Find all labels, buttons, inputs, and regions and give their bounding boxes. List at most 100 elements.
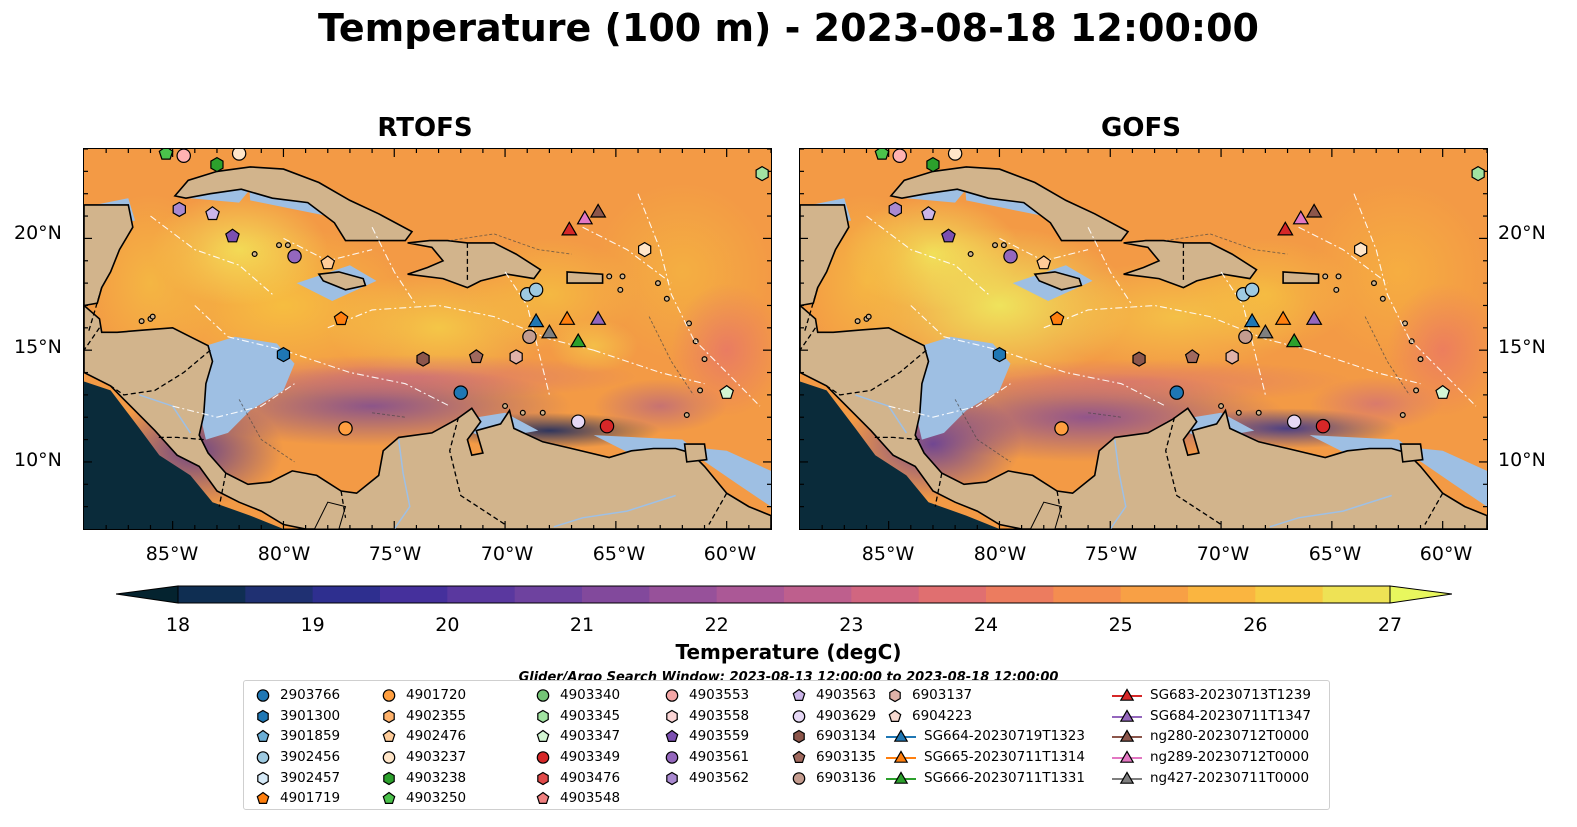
legend-entry-label: 4903476: [560, 769, 621, 786]
observation-marker: [256, 792, 270, 805]
legend-entry: 4902476: [380, 726, 466, 747]
legend-entry: ng427-20230711T0000: [1112, 767, 1311, 788]
island: [1235, 409, 1242, 416]
triangle-marker-icon: [1112, 729, 1142, 743]
circle-marker-icon: [382, 689, 396, 703]
circle-marker-icon: [256, 689, 270, 703]
isobath: [1088, 412, 1122, 418]
island: [1402, 320, 1409, 327]
triangle-marker-icon: [886, 770, 916, 784]
land-trinidad: [683, 443, 708, 463]
legend-entry: 3902457: [254, 767, 340, 788]
observation-marker: [528, 282, 544, 298]
legend-entry-label: ng289-20230712T0000: [1150, 749, 1310, 766]
isobath: [372, 412, 406, 418]
colorbar-segment: [851, 586, 920, 603]
country-border: [1165, 417, 1222, 526]
observation-marker: [893, 729, 909, 743]
observation-marker: [792, 750, 806, 764]
legend-entry: 6903135: [790, 747, 876, 768]
island: [686, 320, 693, 327]
shelf-area: [915, 336, 1011, 440]
eez-boundary: [371, 226, 417, 306]
legend-entry-label: 4903548: [560, 790, 621, 807]
legend-entry: 4903558: [663, 706, 749, 727]
observation-marker: [792, 710, 806, 723]
observation-marker: [176, 149, 191, 163]
isobath: [1364, 316, 1410, 396]
legend-entry-label: SG664-20230719T1323: [924, 728, 1085, 745]
lon-label-80: 80°W: [257, 543, 311, 565]
island: [1413, 387, 1420, 394]
colorbar-tick-label: 27: [1377, 614, 1403, 636]
lat-label-10: 10°N: [14, 449, 62, 471]
river: [553, 494, 676, 528]
hexagon-marker-icon: [666, 709, 678, 724]
island: [1255, 409, 1262, 416]
legend-entry-label: ng280-20230712T0000: [1150, 728, 1310, 745]
observation-marker: [570, 414, 586, 429]
colorbar-segment: [649, 586, 718, 603]
observation-marker: [382, 730, 396, 743]
pacific-deep: [84, 381, 284, 529]
observation-marker: [665, 730, 679, 743]
observation-marker: [231, 149, 247, 161]
observation-marker: [1238, 329, 1253, 345]
hexagon-marker-icon: [257, 709, 269, 724]
isobath: [238, 399, 295, 463]
legend-entry-label: 2903766: [280, 687, 341, 704]
legend-column: 2903766 3901300 3901859 3902456 3902457 49017…: [254, 685, 340, 809]
shelf-area: [682, 446, 771, 507]
eez-boundary: [582, 226, 672, 284]
island: [1218, 403, 1225, 410]
observation-marker: [383, 771, 395, 785]
lon-label-gofs-85: 85°W: [861, 543, 915, 565]
country-border: [1056, 490, 1063, 518]
river: [393, 439, 411, 529]
colorbar-segment: [178, 586, 246, 603]
pentagon-marker-icon: [888, 709, 902, 722]
observation-marker: [509, 349, 523, 365]
observation-marker: [1119, 688, 1135, 702]
observation-marker: [256, 751, 270, 764]
river: [855, 394, 908, 434]
isobath: [954, 399, 1011, 463]
triangle-marker-icon: [1112, 770, 1142, 784]
observation-marker: [1305, 203, 1323, 218]
triangle-marker-icon: [886, 750, 916, 763]
legend-entry: 4903629: [790, 706, 876, 727]
island: [138, 318, 145, 325]
colorbar-segment: [784, 586, 852, 603]
eez-boundary: [172, 383, 295, 418]
island: [1000, 242, 1007, 249]
circle-marker-icon: [792, 771, 806, 785]
island: [1322, 273, 1329, 280]
observation-marker: [1169, 385, 1184, 400]
legend-entry-label: 3902456: [280, 749, 341, 766]
observation-marker: [338, 421, 353, 436]
island: [1379, 295, 1386, 302]
island: [1399, 412, 1406, 419]
hexagon-marker-icon: [666, 771, 678, 785]
pentagon-marker-icon: [792, 689, 806, 702]
observation-marker: [637, 241, 652, 258]
lon-label-gofs-65: 65°W: [1308, 543, 1362, 565]
land-jamaica: [1033, 271, 1083, 291]
observation-marker: [536, 792, 550, 805]
observation-marker: [537, 709, 549, 724]
isobath: [1165, 233, 1288, 255]
legend-entry: 4902355: [380, 706, 466, 727]
observation-marker: [589, 203, 607, 218]
legend-entry-label: 4903238: [406, 769, 467, 786]
observation-marker: [793, 730, 805, 744]
observation-marker: [569, 332, 587, 348]
legend-entry: SG664-20230719T1323: [886, 726, 1085, 747]
circle-marker-icon: [792, 710, 806, 723]
legend-entry-label: 6904223: [912, 707, 973, 724]
pacific-deep: [800, 381, 1000, 529]
observation-marker: [1132, 351, 1146, 367]
island: [1370, 280, 1377, 287]
island: [865, 313, 872, 320]
circle-marker-icon: [256, 751, 270, 764]
legend-entry: 4903349: [534, 747, 620, 768]
